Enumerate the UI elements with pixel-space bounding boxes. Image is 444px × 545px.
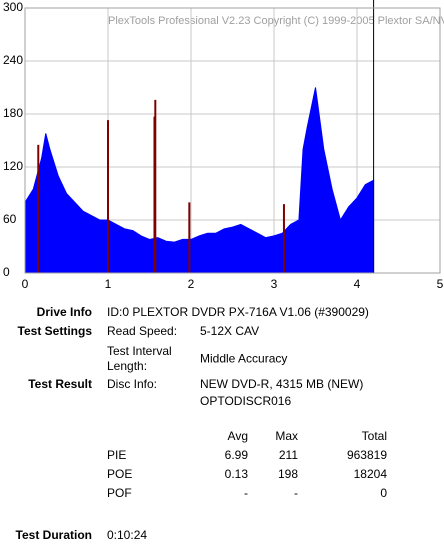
setting-value: 5-12X CAV — [200, 324, 259, 338]
y-tick-label: 60 — [3, 212, 17, 226]
stats-row-name: POE — [107, 467, 132, 481]
section-label: Drive Info — [37, 305, 92, 319]
section-label: Test Result — [28, 377, 92, 391]
drive-info: ID:0 PLEXTOR DVDR PX-716A V1.06 (#390029… — [107, 305, 369, 319]
stats-cell: 18204 — [354, 467, 388, 481]
y-tick-label: 0 — [3, 265, 10, 279]
stats-cell: 963819 — [347, 448, 387, 462]
stats-cell: 6.99 — [225, 448, 249, 462]
pie-area — [24, 87, 375, 274]
stats-cell: - — [294, 486, 298, 500]
stats-cell: 211 — [279, 448, 298, 462]
result-value: OPTODISCR016 — [200, 394, 291, 408]
y-tick-label: 120 — [3, 159, 23, 173]
x-tick-label: 3 — [271, 277, 278, 291]
y-tick-label: 300 — [3, 0, 23, 14]
stats-header: Max — [275, 429, 298, 443]
x-tick-label: 2 — [188, 277, 195, 291]
stats-header: Avg — [228, 429, 248, 443]
x-tick-label: 0 — [22, 277, 29, 291]
stats-cell: - — [244, 486, 248, 500]
watermark: PlexTools Professional V2.23 Copyright (… — [108, 15, 444, 27]
setting-key: Length: — [107, 359, 147, 373]
result-key: Disc Info: — [107, 377, 157, 391]
test-duration: 0:10:24 — [107, 528, 147, 542]
setting-value: Middle Accuracy — [200, 352, 287, 366]
y-tick-label: 180 — [3, 106, 23, 120]
plot-border — [24, 7, 441, 274]
section-label: Test Duration — [16, 528, 92, 542]
stats-cell: 0 — [380, 486, 387, 500]
stats-cell: 0.13 — [225, 467, 249, 481]
x-tick-label: 5 — [437, 277, 444, 291]
x-tick-label: 1 — [105, 277, 112, 291]
stats-header: Total — [362, 429, 387, 443]
setting-key: Read Speed: — [107, 324, 177, 338]
stats-row-name: POF — [107, 486, 132, 500]
setting-key: Test Interval — [107, 344, 172, 358]
x-tick-label: 4 — [354, 277, 361, 291]
stats-cell: 198 — [278, 467, 298, 481]
stats-row-name: PIE — [107, 448, 126, 462]
y-tick-label: 240 — [3, 53, 23, 67]
section-label: Test Settings — [18, 324, 93, 338]
result-value: NEW DVD-R, 4315 MB (NEW) — [200, 377, 363, 391]
